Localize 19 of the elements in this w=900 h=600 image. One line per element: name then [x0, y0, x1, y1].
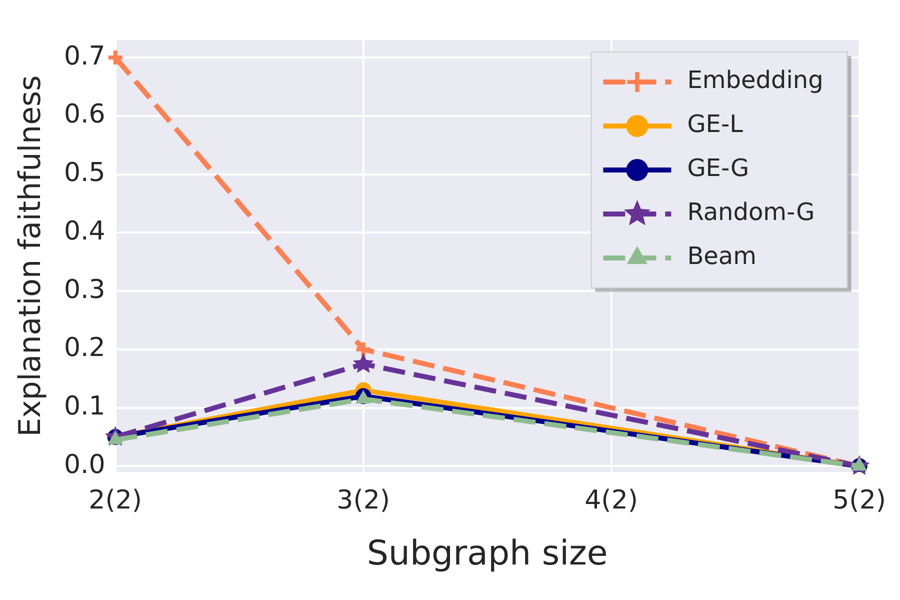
y-tick-label: 0.7: [64, 41, 106, 72]
y-tick-label: 0.1: [64, 392, 106, 422]
legend-label: Beam: [687, 242, 757, 270]
y-tick-label: 0.0: [64, 450, 106, 480]
x-tick-label: 4(2): [584, 485, 638, 516]
y-tick-label: 0.5: [64, 158, 106, 188]
x-axis-title: Subgraph size: [366, 533, 608, 574]
y-tick-label: 0.3: [64, 274, 106, 305]
legend-label: Embedding: [687, 66, 824, 94]
x-tick-label: 2(2): [88, 485, 142, 516]
y-tick-label: 0.6: [64, 100, 106, 130]
legend-label: GE-L: [687, 110, 744, 138]
y-tick-label: 0.4: [64, 216, 106, 246]
legend-label: GE-G: [687, 154, 750, 182]
y-axis-title: Explanation faithfulness: [12, 75, 48, 437]
y-tick-label: 0.2: [64, 333, 106, 364]
x-tick-label: 3(2): [336, 485, 390, 516]
legend-label: Random-G: [687, 198, 815, 226]
x-tick-label: 5(2): [832, 485, 886, 516]
